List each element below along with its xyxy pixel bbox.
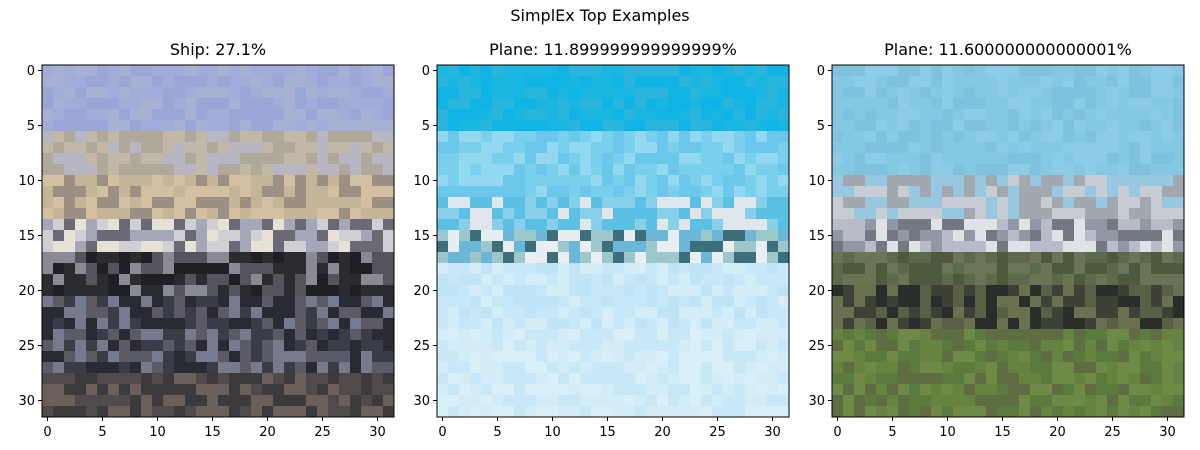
x-tick-label: 15: [204, 425, 221, 440]
x-tick-label: 0: [438, 425, 446, 440]
pixel-image: [832, 65, 1185, 418]
panel-title: Ship: 27.1%: [170, 40, 266, 59]
y-tick-label: 10: [808, 174, 825, 189]
y-tick-label: 5: [817, 119, 825, 134]
y-tick-label: 0: [422, 64, 430, 79]
y-tick-label: 25: [808, 339, 825, 354]
axes-frame: [436, 64, 790, 418]
y-tick-label: 10: [18, 174, 35, 189]
pixel-image: [437, 65, 790, 418]
x-tick-label: 0: [43, 425, 51, 440]
image-panel: Ship: 27.1% 0 5 10 15 20 25 30 0 5 10 15 20 25 30: [18, 40, 395, 440]
y-tick-label: 25: [413, 339, 430, 354]
x-tick-label: 30: [369, 425, 386, 440]
panel-title: Plane: 11.600000000000001%: [884, 40, 1132, 59]
axes-frame: [831, 64, 1185, 418]
x-tick-label: 15: [994, 425, 1011, 440]
y-tick-label: 30: [18, 394, 35, 409]
y-tick-label: 5: [422, 119, 430, 134]
x-tick-label: 20: [1049, 425, 1066, 440]
y-tick-label: 15: [18, 229, 35, 244]
x-tick-label: 10: [149, 425, 166, 440]
image-panel: Plane: 11.899999999999999% 0 5 10 15 20 25 30 0 5…: [413, 40, 790, 440]
y-tick-label: 10: [413, 174, 430, 189]
x-tick-label: 20: [259, 425, 276, 440]
x-tick-label: 5: [98, 425, 106, 440]
y-tick-label: 25: [18, 339, 35, 354]
x-tick-label: 30: [764, 425, 781, 440]
x-tick-label: 0: [833, 425, 841, 440]
x-tick-label: 5: [493, 425, 501, 440]
x-tick-label: 15: [599, 425, 616, 440]
y-tick-label: 0: [27, 64, 35, 79]
x-tick-label: 30: [1159, 425, 1176, 440]
figure-suptitle: SimplEx Top Examples: [510, 6, 690, 25]
x-tick-label: 10: [544, 425, 561, 440]
image-panel: Plane: 11.600000000000001% 0 5 10 15 20 25 30 0 5…: [808, 40, 1185, 440]
y-tick-label: 0: [817, 64, 825, 79]
x-tick-label: 5: [888, 425, 896, 440]
y-tick-label: 5: [27, 119, 35, 134]
y-tick-label: 30: [413, 394, 430, 409]
x-tick-label: 10: [939, 425, 956, 440]
x-tick-label: 25: [314, 425, 331, 440]
axes-frame: [41, 64, 395, 418]
x-tick-label: 25: [1104, 425, 1121, 440]
y-tick-label: 20: [808, 284, 825, 299]
y-tick-label: 20: [413, 284, 430, 299]
y-tick-label: 15: [413, 229, 430, 244]
y-tick-label: 15: [808, 229, 825, 244]
y-tick-label: 20: [18, 284, 35, 299]
panel-title: Plane: 11.899999999999999%: [489, 40, 737, 59]
pixel-image: [42, 65, 395, 418]
x-tick-label: 20: [654, 425, 671, 440]
x-tick-label: 25: [709, 425, 726, 440]
y-tick-label: 30: [808, 394, 825, 409]
